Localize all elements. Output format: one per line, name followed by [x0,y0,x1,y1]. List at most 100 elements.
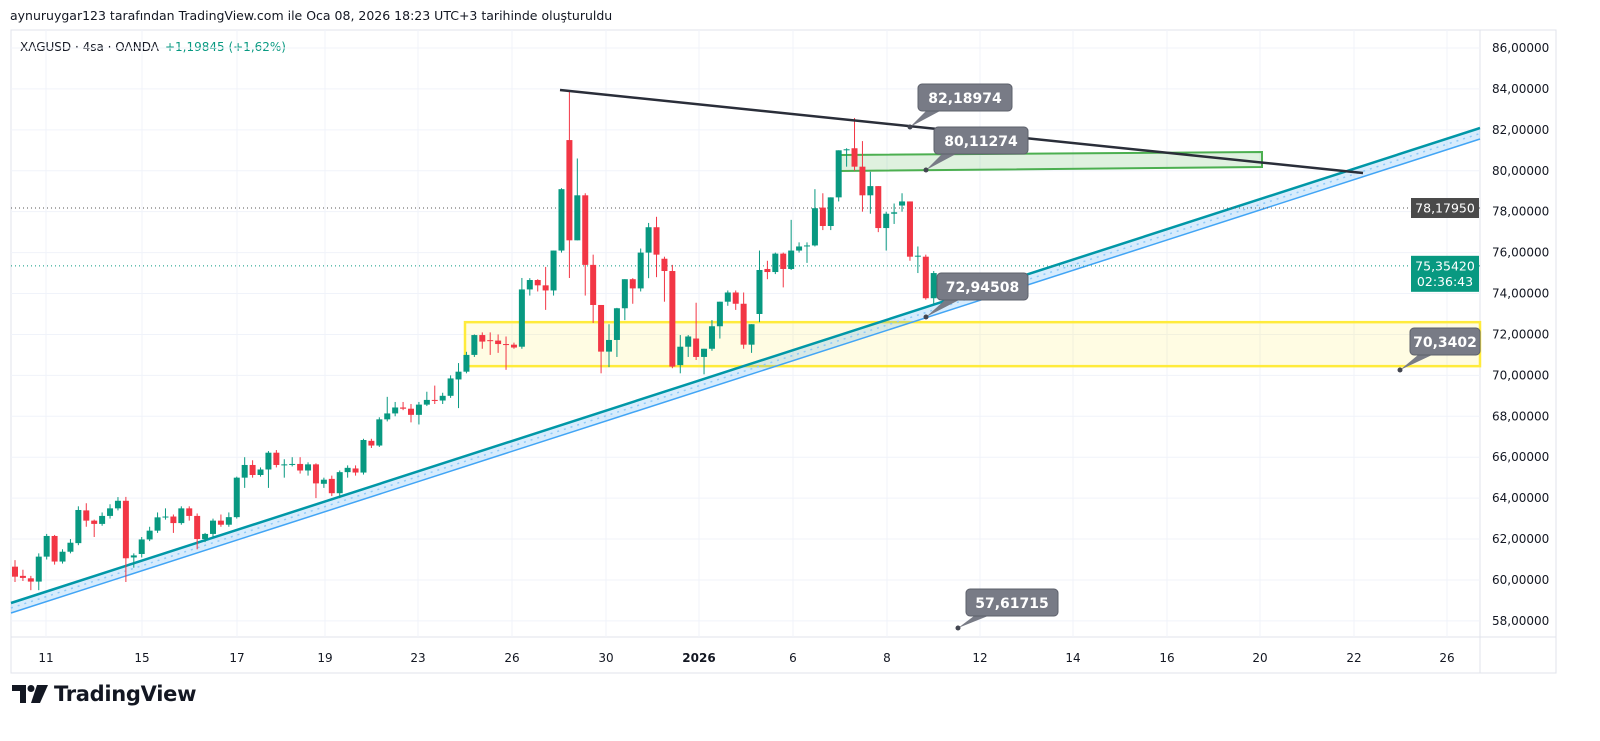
candle [574,158,581,241]
candle [613,307,620,357]
candle-body [677,346,684,366]
candle-body [772,253,779,273]
y-tick-label: 86,00000 [1492,41,1549,55]
candle-body [788,250,795,269]
y-tick-label: 82,00000 [1492,123,1549,137]
price-label-current: 75,35420 [1415,258,1475,273]
candle-body [202,533,209,540]
candle-body [748,324,755,345]
callout-anchor [923,314,929,320]
callout-box [933,126,1029,155]
callout-text: 80,11274 [944,134,1018,150]
callout-anchor [907,124,913,130]
brand-name: TradingView [54,682,197,706]
candle [289,457,296,467]
candle-body [312,464,319,484]
candle-body [653,227,660,255]
candle-body [851,148,858,167]
candle-body [400,407,407,409]
symbol-legend[interactable]: XAGUSD · 4sa · OANDA +1,19845 (+1,62%) [20,40,286,54]
x-tick-label: 26 [504,651,519,665]
candle [867,171,874,214]
x-tick-label: 26 [1439,651,1454,665]
candle-body [344,467,351,473]
candle-body [217,520,224,525]
candle [899,193,906,212]
candle-body [320,479,327,484]
price-callout[interactable]: 82,18974 [907,83,1013,130]
candle [154,512,161,533]
candle-body [811,208,818,246]
drawings-front[interactable]: 82,18974 80,11274 72,94508 70,3402 57,61715 7… [559,83,1481,631]
candle [661,256,668,302]
drawings-back [10,126,1482,614]
candle-body [606,339,612,352]
candle [922,254,929,300]
candle-body [518,289,525,347]
candle [178,506,185,525]
candle-body [867,186,874,196]
candle-body [265,452,272,470]
x-tick-label: 22 [1346,651,1361,665]
candle [297,457,304,474]
x-tick-label: 2026 [682,651,715,665]
candle-body [843,149,850,151]
callout-anchor [923,167,929,173]
candle [273,450,280,468]
candle [827,197,834,231]
y-tick-label: 84,00000 [1492,82,1549,96]
callout-pointer [1400,355,1432,370]
price-callout[interactable]: 70,3402 [1397,327,1481,373]
candle-body [669,271,676,367]
candle-body [249,464,256,476]
candle [265,451,272,488]
candle-body [114,500,121,509]
candle [455,363,462,409]
candle-body [598,304,605,352]
candle [210,518,216,537]
candle-body [891,212,898,214]
y-tick-label: 62,00000 [1492,532,1549,546]
candle [606,324,612,368]
candle-body [708,326,715,349]
candle [811,189,818,247]
callout-box [936,272,1029,301]
channel-upper-line[interactable] [10,126,1481,605]
candle-body [439,395,446,401]
candle-body [415,404,422,415]
candle [320,477,327,488]
candle [598,304,605,374]
x-tick-label: 20 [1252,651,1267,665]
price-label-current-bg [1411,255,1479,292]
chart-credit: aynuruygar123 tarafından TradingView.com… [10,8,613,23]
price-callout[interactable]: 80,11274 [923,126,1029,173]
callout-anchor [1397,367,1403,373]
candle [788,219,795,270]
axes[interactable]: 86,00000 84,00000 82,00000 80,00000 78,00000… [38,41,1549,665]
candle [740,292,747,349]
candle-body [67,542,74,552]
tradingview-logo[interactable]: TradingView [12,682,196,706]
candle-body [336,472,343,494]
candle-body [701,348,708,357]
price-callout[interactable]: 72,94508 [923,272,1029,320]
candle-body [376,419,383,446]
candle [503,336,510,370]
candle [526,278,533,296]
candle-body [368,440,375,446]
candle-body [122,500,129,559]
candle-body [899,201,906,206]
candle [217,514,224,527]
candle [202,532,209,543]
price-callout[interactable]: 57,61715 [955,588,1059,631]
candle [170,514,177,533]
candle-body [835,150,842,198]
y-tick-label: 58,00000 [1492,614,1549,628]
candle-body [225,517,232,525]
channel-lower-line[interactable] [10,138,1481,614]
candle [43,533,50,560]
candle-body [19,575,26,578]
price-change: +1,19845 (+1,62%) [164,40,286,54]
candle-body [130,555,137,558]
